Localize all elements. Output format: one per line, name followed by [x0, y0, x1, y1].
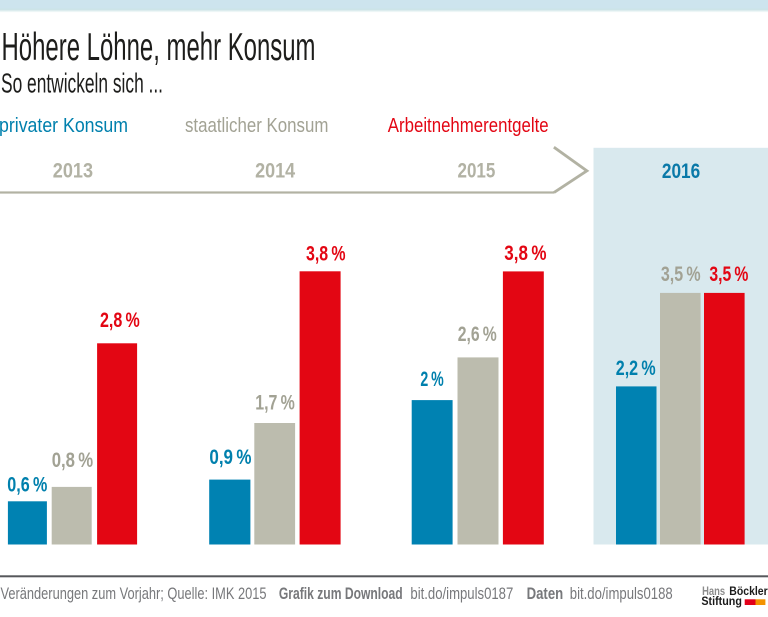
svg-text:2 %: 2 %	[420, 368, 444, 391]
svg-text:2016: 2016	[662, 160, 700, 183]
svg-text:3,5 %: 3,5 %	[709, 263, 748, 286]
svg-text:0,8 %: 0,8 %	[52, 449, 94, 472]
svg-text:2,6 %: 2,6 %	[458, 323, 497, 346]
svg-text:Daten: Daten	[527, 585, 564, 603]
svg-text:3,8 %: 3,8 %	[306, 242, 346, 265]
svg-text:Böckler: Böckler	[729, 586, 768, 598]
svg-text:So entwickeln sich ...: So entwickeln sich ...	[1, 67, 163, 98]
svg-text:bit.do/impuls0188: bit.do/impuls0188	[570, 585, 673, 603]
svg-text:3,5 %: 3,5 %	[661, 263, 701, 286]
svg-text:3,8 %: 3,8 %	[504, 242, 546, 265]
svg-text:Veränderungen zum Vorjahr; Que: Veränderungen zum Vorjahr; Quelle: IMK 2…	[1, 585, 267, 603]
svg-text:Grafik zum Download: Grafik zum Download	[279, 585, 403, 603]
svg-text:0,6 %: 0,6 %	[7, 474, 47, 497]
svg-text:1,7 %: 1,7 %	[255, 392, 295, 415]
svg-text:Stiftung: Stiftung	[701, 596, 742, 608]
svg-text:2,8 %: 2,8 %	[100, 309, 140, 332]
svg-text:2,2 %: 2,2 %	[616, 357, 656, 380]
svg-text:0,9 %: 0,9 %	[209, 446, 251, 469]
svg-text:2015: 2015	[458, 159, 496, 182]
svg-text:Höhere Löhne, mehr Konsum: Höhere Löhne, mehr Konsum	[2, 26, 316, 69]
svg-text:2014: 2014	[255, 159, 295, 182]
svg-text:2013: 2013	[53, 159, 93, 182]
svg-text:staatlicher Konsum: staatlicher Konsum	[185, 115, 328, 137]
svg-text:Hans: Hans	[702, 586, 725, 598]
svg-text:Arbeitnehmerentgelte: Arbeitnehmerentgelte	[388, 115, 549, 137]
svg-text:privater Konsum: privater Konsum	[0, 115, 128, 137]
svg-text:bit.do/impuls0187: bit.do/impuls0187	[410, 585, 513, 603]
